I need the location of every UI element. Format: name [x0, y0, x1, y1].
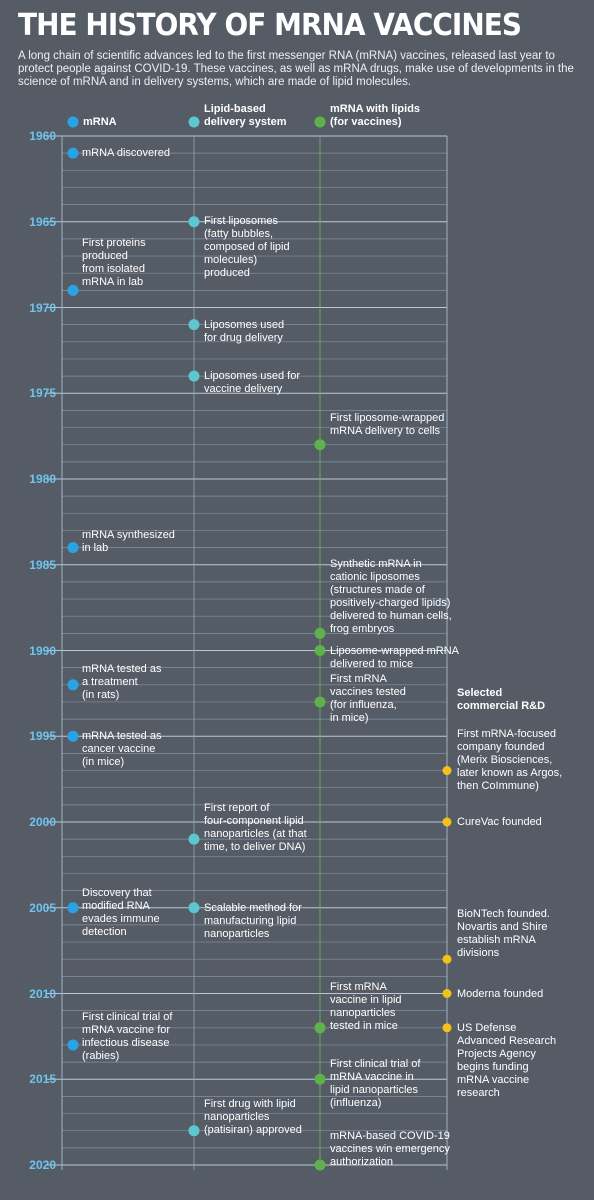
mrna-event-dot — [67, 902, 79, 914]
commercial-event-label: BioNTech founded. Novartis and Shire est… — [457, 908, 550, 960]
vaccine-event-dot — [314, 627, 326, 639]
vaccine-event-dot — [314, 1159, 326, 1171]
vaccine-event-label: First clinical trial of mRNA vaccine in … — [330, 1058, 421, 1110]
legend-vaccine-label: mRNA with lipids (for vaccines) — [330, 103, 421, 128]
year-label: 1990 — [29, 643, 56, 658]
commercial-event-dot — [442, 989, 452, 998]
legend-commercial-label: Selected commercial R&D — [457, 687, 546, 712]
vaccine-event-label: Synthetic mRNA in cationic liposomes (st… — [330, 558, 452, 636]
legend-mrna-dot — [67, 116, 79, 128]
year-label: 2020 — [29, 1158, 56, 1172]
lipid-event-label: First drug with lipid nanoparticles (pat… — [204, 1097, 302, 1136]
lipid-event-label: First liposomes (fatty bubbles, composed… — [204, 214, 290, 279]
vaccine-event-label: Liposome-wrapped mRNA delivered to mice — [330, 644, 459, 670]
mrna-event-dot — [67, 679, 79, 691]
lipid-event-dot — [188, 902, 200, 914]
legend-mrna-label: mRNA — [83, 116, 117, 128]
vaccine-event-dot — [314, 696, 326, 708]
mrna-event-label: mRNA tested as cancer vaccine (in mice) — [82, 730, 162, 769]
year-label: 2000 — [29, 815, 56, 829]
lipid-event-dot — [188, 319, 200, 331]
mrna-event-dot — [67, 147, 79, 159]
lipid-event-label: Scalable method for manufacturing lipid … — [204, 901, 302, 940]
mrna-event-label: mRNA discovered — [82, 147, 171, 160]
year-label: 1970 — [29, 300, 56, 315]
intro-text: A long chain of scientific advances led … — [18, 50, 574, 88]
mrna-event-dot — [67, 542, 79, 554]
vaccine-event-dot — [314, 1022, 326, 1034]
vaccine-event-label: mRNA-based COVID-19 vaccines win emergen… — [330, 1130, 450, 1168]
mrna-event-label: First proteins produced from isolated mR… — [82, 237, 146, 289]
year-label: 2015 — [29, 1072, 56, 1087]
year-label: 1960 — [29, 129, 56, 143]
vaccine-event-label: First liposome-wrapped mRNA delivery to … — [330, 411, 445, 437]
mrna-event-dot — [67, 730, 79, 742]
commercial-event-label: US Defense Advanced Research Projects Ag… — [457, 1021, 557, 1099]
mrna-event-label: First clinical trial of mRNA vaccine for… — [82, 1010, 173, 1062]
commercial-event-label: Moderna founded — [457, 987, 544, 1000]
mrna-event-label: Discovery that modified RNA evades immun… — [82, 886, 160, 938]
year-label: 2010 — [29, 986, 56, 1001]
vaccine-event-label: First mRNA vaccines tested (for influenz… — [330, 672, 406, 724]
page-title: THE HISTORY OF MRNA VACCINES — [18, 8, 522, 43]
legend-lipid-label: Lipid-based delivery system — [204, 103, 287, 128]
mrna-event-label: mRNA synthesized in lab — [82, 528, 175, 554]
year-label: 1975 — [29, 386, 56, 401]
vaccine-event-dot — [314, 1073, 326, 1085]
commercial-event-label: CureVac founded — [457, 816, 542, 828]
year-label: 1965 — [29, 214, 56, 229]
lipid-event-dot — [188, 833, 200, 845]
legend-vaccine-dot — [314, 116, 326, 128]
mrna-event-dot — [67, 1039, 79, 1051]
year-label: 1980 — [29, 472, 56, 486]
vaccine-event-label: First mRNA vaccine in lipid nanoparticle… — [330, 980, 402, 1032]
vaccine-event-dot — [314, 439, 326, 451]
lipid-event-label: Liposomes used for vaccine delivery — [204, 370, 300, 396]
mrna-event-label: mRNA tested as a treatment (in rats) — [82, 662, 162, 701]
commercial-event-label: First mRNA-focused company founded (Meri… — [457, 727, 563, 792]
mrna-event-dot — [67, 284, 79, 296]
commercial-event-dot — [442, 817, 452, 827]
vaccine-event-dot — [314, 645, 326, 656]
lipid-event-label: First report of four-component lipid nan… — [204, 802, 307, 854]
lipid-event-dot — [188, 1125, 200, 1137]
commercial-event-dot — [442, 954, 452, 964]
lipid-event-label: Liposomes used for drug delivery — [204, 318, 285, 344]
year-label: 1985 — [29, 557, 56, 572]
lipid-event-dot — [188, 370, 200, 382]
year-label: 2005 — [29, 900, 56, 915]
year-label: 1995 — [29, 729, 56, 744]
legend-lipid-dot — [188, 116, 200, 128]
commercial-event-dot — [442, 1023, 452, 1033]
lipid-event-dot — [188, 216, 200, 228]
commercial-event-dot — [442, 766, 452, 776]
